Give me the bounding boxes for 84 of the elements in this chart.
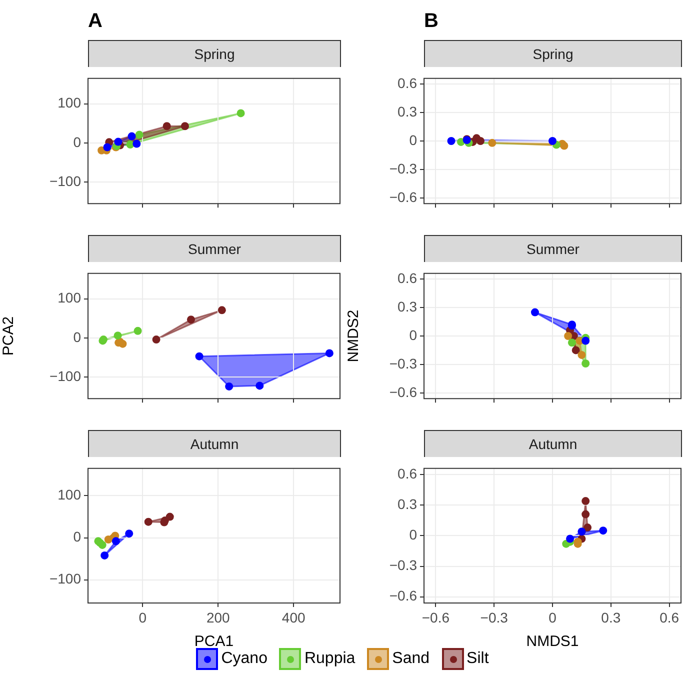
y-tick-label: 0.3	[398, 103, 418, 120]
legend-label: Ruppia	[304, 650, 356, 668]
x-tick-label: 0	[548, 609, 557, 626]
point	[325, 349, 334, 358]
chart-title: Autumn	[424, 430, 682, 457]
text: A	[88, 10, 102, 33]
x-tick-label: 0.6	[660, 609, 680, 626]
y-tick-label: 0	[73, 328, 82, 345]
point	[94, 537, 102, 546]
chart-title: Spring	[88, 40, 341, 67]
point	[114, 138, 122, 146]
y-tick-label: 100	[58, 94, 82, 111]
point	[564, 332, 572, 340]
x-tick-label: 200	[206, 609, 230, 626]
point	[599, 526, 608, 535]
point	[582, 360, 590, 368]
y-tick-label: 0	[73, 528, 82, 545]
point	[128, 132, 136, 140]
y-axis-title: PCA2	[0, 316, 18, 356]
chart-title: Summer	[88, 235, 341, 262]
y-tick-label: −0.6	[389, 588, 418, 604]
point	[578, 528, 586, 536]
point	[256, 382, 264, 390]
point	[125, 530, 134, 538]
point	[582, 510, 590, 518]
point	[134, 326, 142, 335]
y-tick-label: −0.3	[389, 355, 418, 372]
legend-label: Cyano	[221, 650, 268, 668]
chart-title: Autumn	[88, 430, 341, 457]
y-tick-label: −100	[49, 172, 82, 189]
y-tick-label: 0.6	[398, 270, 418, 286]
x-tick-label: 0	[138, 609, 147, 626]
y-tick-label: −0.3	[389, 160, 418, 176]
y-tick-label: −100	[49, 368, 82, 384]
point	[530, 308, 539, 316]
text: B	[424, 10, 438, 33]
y-tick-label: 0	[409, 526, 418, 543]
x-tick-label: 400	[282, 609, 306, 626]
y-tick-label: −100	[49, 570, 82, 587]
point	[584, 524, 592, 532]
chart-title: Spring	[424, 40, 682, 67]
point	[488, 138, 496, 147]
point	[476, 137, 484, 145]
y-axis-title: NMDS2	[345, 310, 362, 362]
point	[548, 137, 556, 145]
point	[132, 140, 141, 148]
point	[135, 130, 144, 139]
point	[186, 316, 195, 324]
point	[582, 336, 590, 345]
y-tick-label: 0	[409, 132, 418, 148]
y-tick-label: −0.6	[389, 384, 418, 400]
point	[568, 338, 576, 347]
legend-label: Silt	[466, 650, 489, 668]
point	[195, 352, 204, 360]
y-tick-label: 0.6	[398, 74, 418, 91]
x-tick-label: 0.3	[601, 609, 621, 626]
y-tick-label: −0.6	[389, 188, 418, 205]
point	[103, 143, 112, 152]
y-tick-label: 0.3	[398, 496, 418, 512]
y-tick-label: 0.6	[398, 465, 418, 482]
point	[225, 382, 234, 390]
point	[180, 122, 189, 130]
point	[447, 137, 456, 145]
point	[236, 109, 245, 118]
y-tick-label: 100	[58, 486, 82, 503]
y-tick-label: 100	[58, 290, 82, 306]
y-tick-label: 0	[409, 326, 418, 343]
point	[582, 497, 590, 506]
point	[100, 551, 109, 560]
legend-label: Sand	[392, 650, 430, 668]
x-axis-title: PCA1	[194, 633, 234, 650]
chart-title: Summer	[424, 235, 682, 262]
point	[166, 512, 174, 521]
x-tick-label: −0.3	[480, 609, 508, 626]
y-tick-label: −0.3	[389, 557, 418, 574]
y-tick-label: 0.3	[398, 298, 418, 314]
point	[566, 534, 574, 543]
y-tick-label: 0	[73, 134, 82, 150]
point	[144, 518, 152, 526]
point	[218, 306, 226, 314]
point	[152, 336, 160, 344]
x-tick-label: −0.6	[422, 609, 450, 626]
x-axis-title: NMDS1	[526, 633, 579, 650]
point	[162, 122, 171, 130]
